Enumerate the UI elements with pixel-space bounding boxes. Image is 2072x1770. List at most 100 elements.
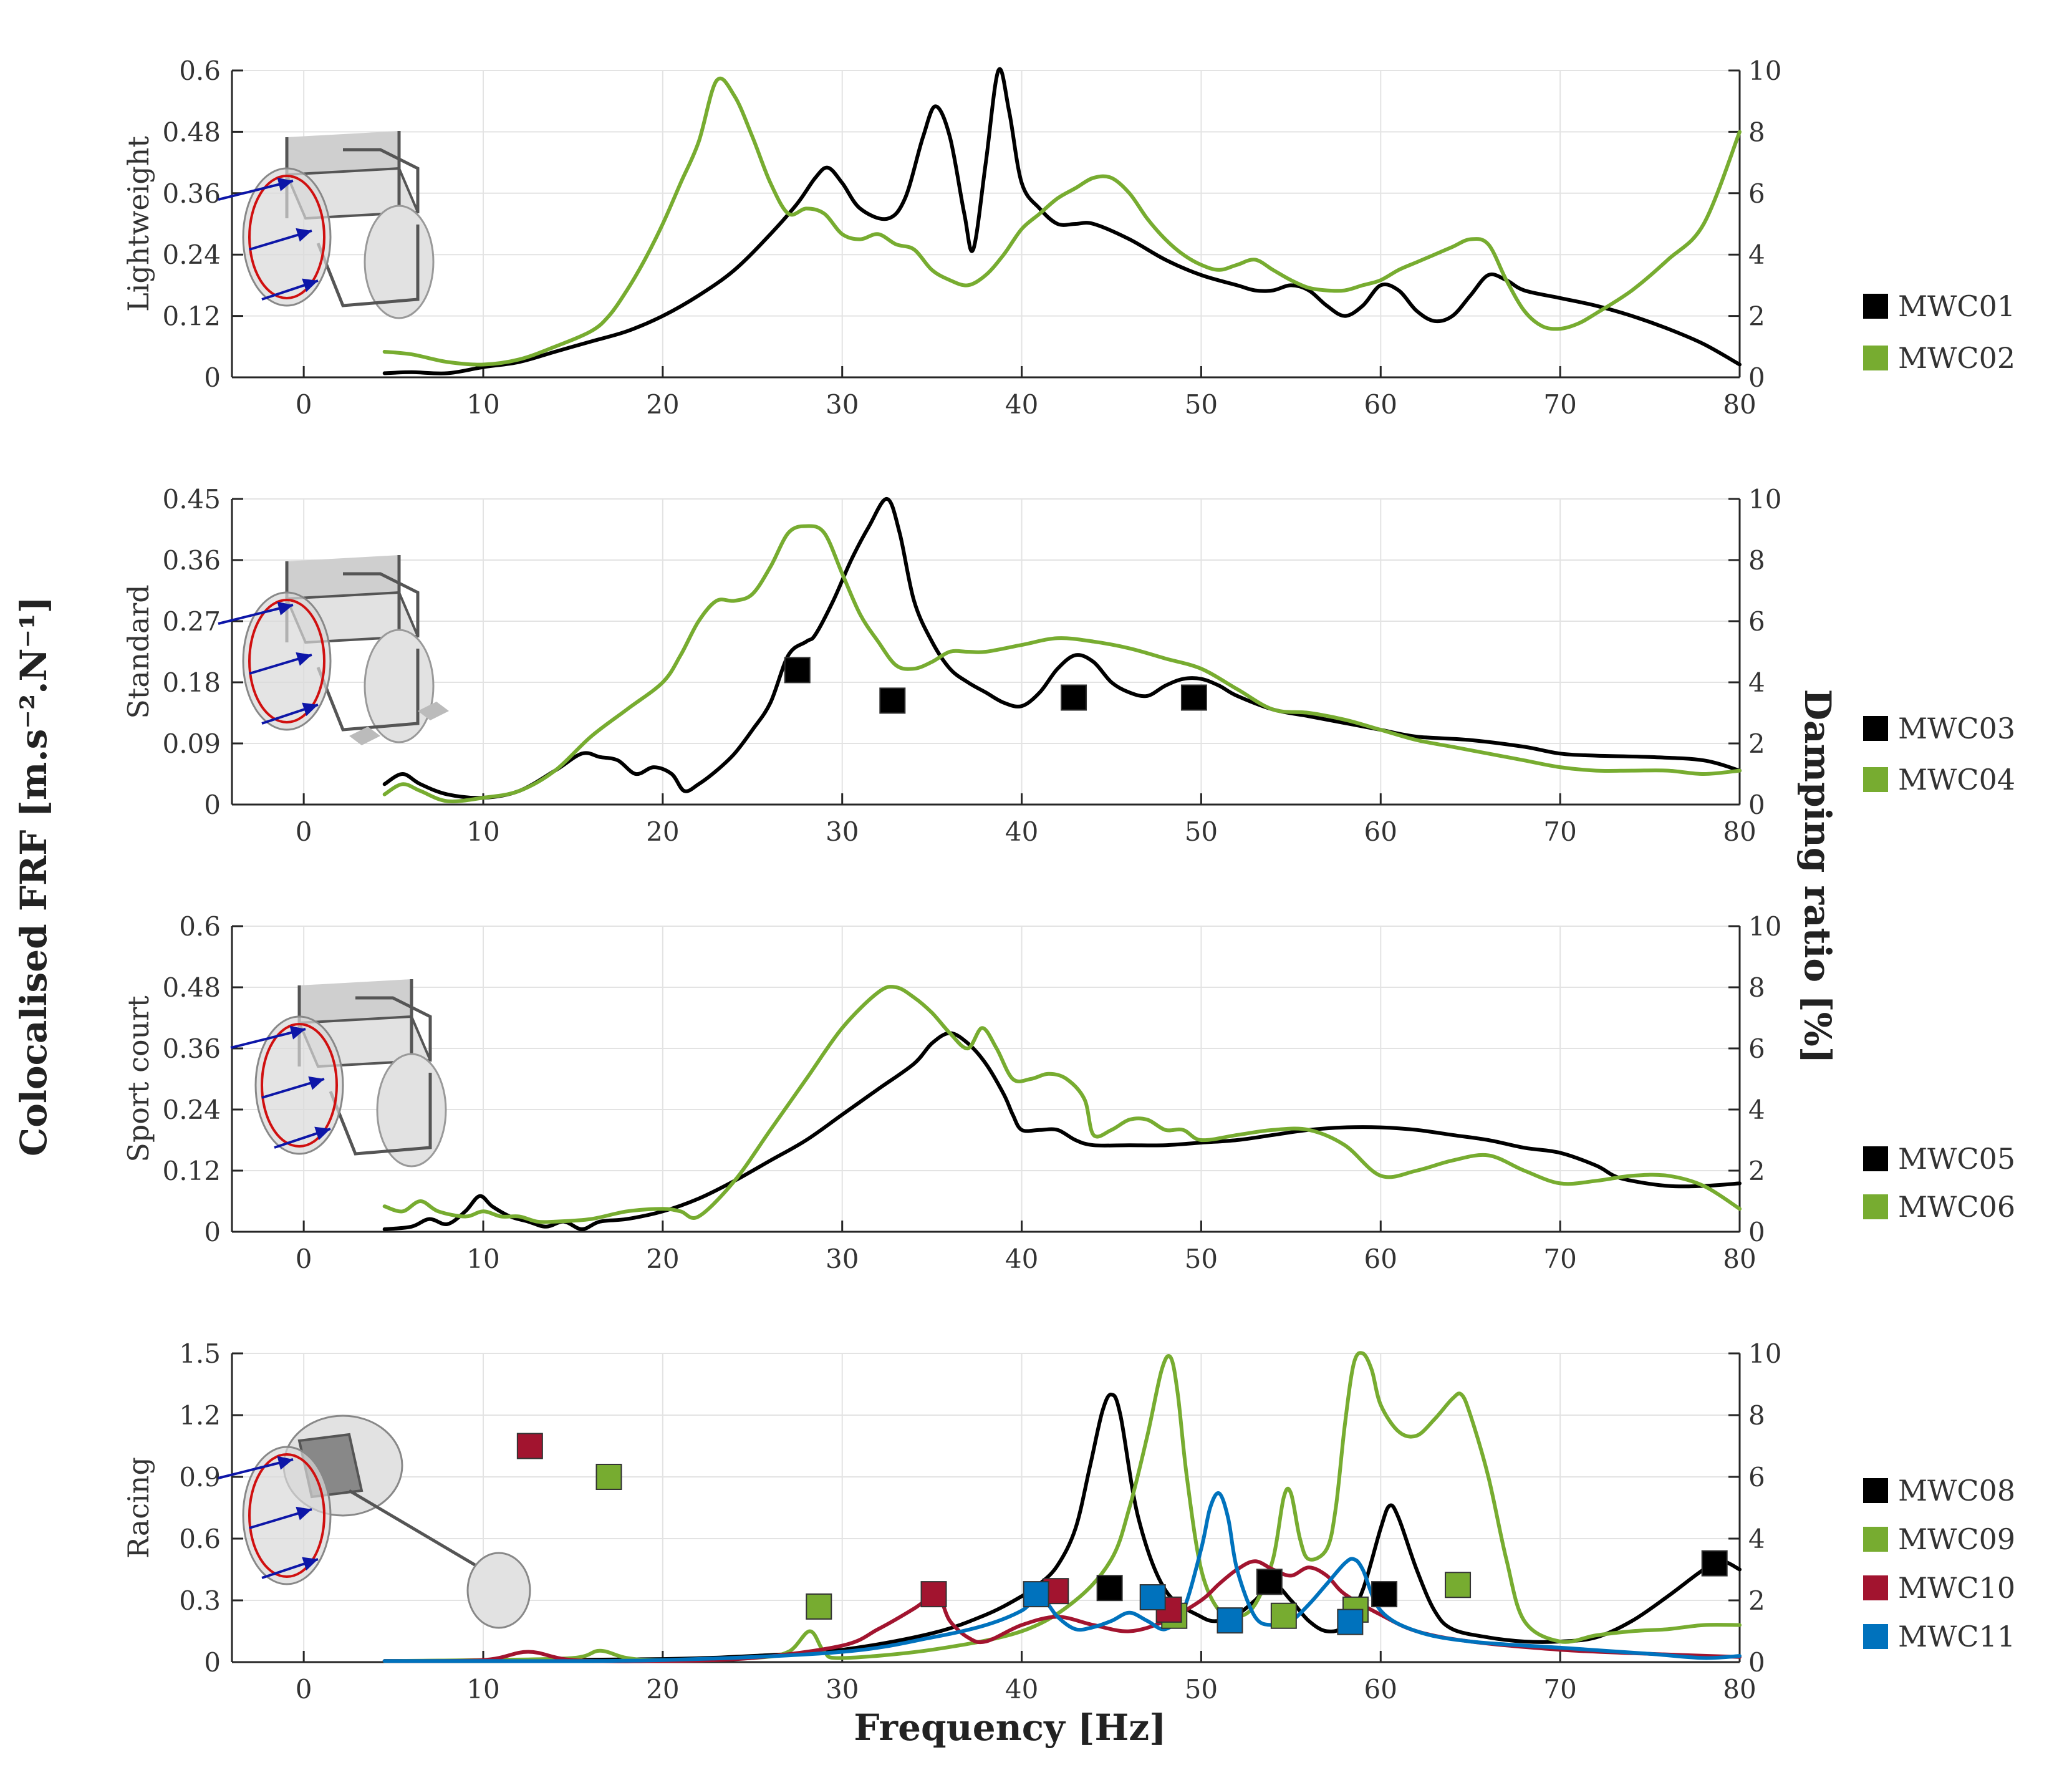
x-tick-label: 10 [466,389,499,420]
y2-tick-label: 6 [1748,1462,1765,1492]
damping-marker [784,657,811,684]
y2-tick-label: 6 [1748,1033,1765,1064]
y2-tick-label: 10 [1748,484,1781,515]
legend-label: MWC10 [1898,1571,2015,1605]
x-tick-label: 70 [1543,1674,1576,1705]
panel-sport-court: 0 10 20 30 40 50 60 70 8000.120.240.360.480.6024… [122,911,2015,1274]
legend-label: MWC01 [1898,289,2015,323]
x-tick-label: 40 [1005,1244,1038,1274]
y-tick-label: 0 [204,1647,221,1678]
y-tick-label: 0.24 [162,239,221,270]
panel-lightweight: 0 10 20 30 40 50 60 70 8000.120.240.360.480.6024… [122,56,2015,420]
series-line-mwc03 [382,497,1742,800]
y-tick-label: 0.09 [162,728,221,759]
x-tick-label: 20 [646,389,679,420]
series-line-mwc06 [382,985,1742,1224]
x-tick-label: 70 [1543,1244,1576,1274]
y2-tick-label: 8 [1748,972,1765,1003]
y-tick-label: 0.6 [179,56,221,86]
y-tick-label: 0.6 [179,911,221,942]
wheelchair-standard-icon [218,555,449,745]
wheelchair-sport-court-icon [230,979,447,1168]
legend-label: MWC03 [1898,712,2015,745]
wheelchair-racing-icon [218,1415,531,1629]
x-tick-label: 20 [646,816,679,847]
legend-swatch [1863,1478,1888,1503]
legend-label: MWC04 [1898,763,2015,796]
damping-marker [1217,1607,1243,1634]
damping-marker [1270,1602,1297,1629]
y2-tick-label: 2 [1748,1156,1765,1186]
y2-tick-label: 6 [1748,178,1765,209]
x-tick-label: 60 [1364,1674,1397,1705]
panel-title: Standard [122,584,155,718]
y2-tick-label: 10 [1748,1338,1781,1369]
damping-marker [1701,1550,1728,1577]
damping-marker [1139,1584,1166,1611]
y-tick-label: 0.6 [179,1524,221,1554]
x-tick-label: 80 [1723,1244,1756,1274]
x-tick-label: 40 [1005,389,1038,420]
legend-label: MWC08 [1898,1474,2015,1507]
damping-marker [1256,1569,1283,1595]
damping-marker [595,1464,622,1490]
y-tick-label: 0.27 [162,606,221,637]
y2-tick-label: 8 [1748,1400,1765,1431]
y-tick-label: 0.48 [162,972,221,1003]
series-line-mwc04 [382,524,1742,803]
legend-swatch [1863,346,1888,370]
y-tick-label: 0.45 [162,484,221,515]
y2-tick-label: 10 [1748,56,1781,86]
y-tick-label: 0 [204,790,221,820]
y-tick-label: 1.5 [179,1338,221,1369]
x-axis-label: Frequency [Hz] [854,1706,1166,1749]
series-line-mwc11 [382,1491,1742,1663]
y-tick-label: 0.24 [162,1095,221,1125]
damping-marker [1337,1608,1364,1635]
y2-tick-label: 8 [1748,545,1765,576]
y2-tick-label: 2 [1748,1585,1765,1616]
legend-swatch [1863,1146,1888,1171]
y-tick-label: 0.48 [162,117,221,147]
x-tick-label: 70 [1543,389,1576,420]
series-line-mwc05 [382,1031,1742,1231]
x-tick-label: 10 [466,1674,499,1705]
y-tick-label: 0.18 [162,667,221,698]
x-tick-label: 60 [1364,816,1397,847]
damping-marker [1445,1572,1472,1598]
x-tick-label: 50 [1185,1244,1218,1274]
x-tick-label: 0 [296,389,312,420]
legend-label: MWC02 [1898,341,2015,375]
legend-label: MWC05 [1898,1142,2015,1176]
y2-tick-label: 0 [1748,790,1765,820]
y-tick-label: 0 [204,1217,221,1247]
panel-standard: 0 10 20 30 40 50 60 70 8000.090.180.270.360.4502… [122,484,2015,847]
y-tick-label: 0.36 [162,1033,221,1064]
legend-label: MWC09 [1898,1522,2015,1556]
panel-title: Sport court [122,995,155,1163]
y2-tick-label: 6 [1748,606,1765,637]
legend-swatch [1863,1194,1888,1219]
y2-tick-label: 2 [1748,301,1765,332]
x-tick-label: 30 [826,816,859,847]
damping-marker [920,1581,947,1608]
y2-tick-label: 4 [1748,239,1765,270]
y2-tick-label: 4 [1748,667,1765,698]
x-tick-label: 40 [1005,1674,1038,1705]
damping-marker [1180,684,1207,711]
x-tick-label: 20 [646,1244,679,1274]
x-tick-label: 20 [646,1674,679,1705]
panel-racing: 0 10 20 30 40 50 60 70 8000.30.60.91.21.50246810… [122,1338,2015,1705]
y2-tick-label: 0 [1748,362,1765,393]
series-line-mwc01 [382,67,1742,375]
damping-marker [806,1593,832,1620]
x-tick-label: 0 [296,1674,312,1705]
y2-tick-label: 4 [1748,1095,1765,1125]
damping-marker [1371,1581,1398,1608]
y-tick-label: 1.2 [179,1400,221,1431]
y-tick-label: 0.12 [162,301,221,332]
y-tick-label: 0.9 [179,1462,221,1492]
panel-title: Racing [122,1457,155,1559]
x-tick-label: 50 [1185,389,1218,420]
